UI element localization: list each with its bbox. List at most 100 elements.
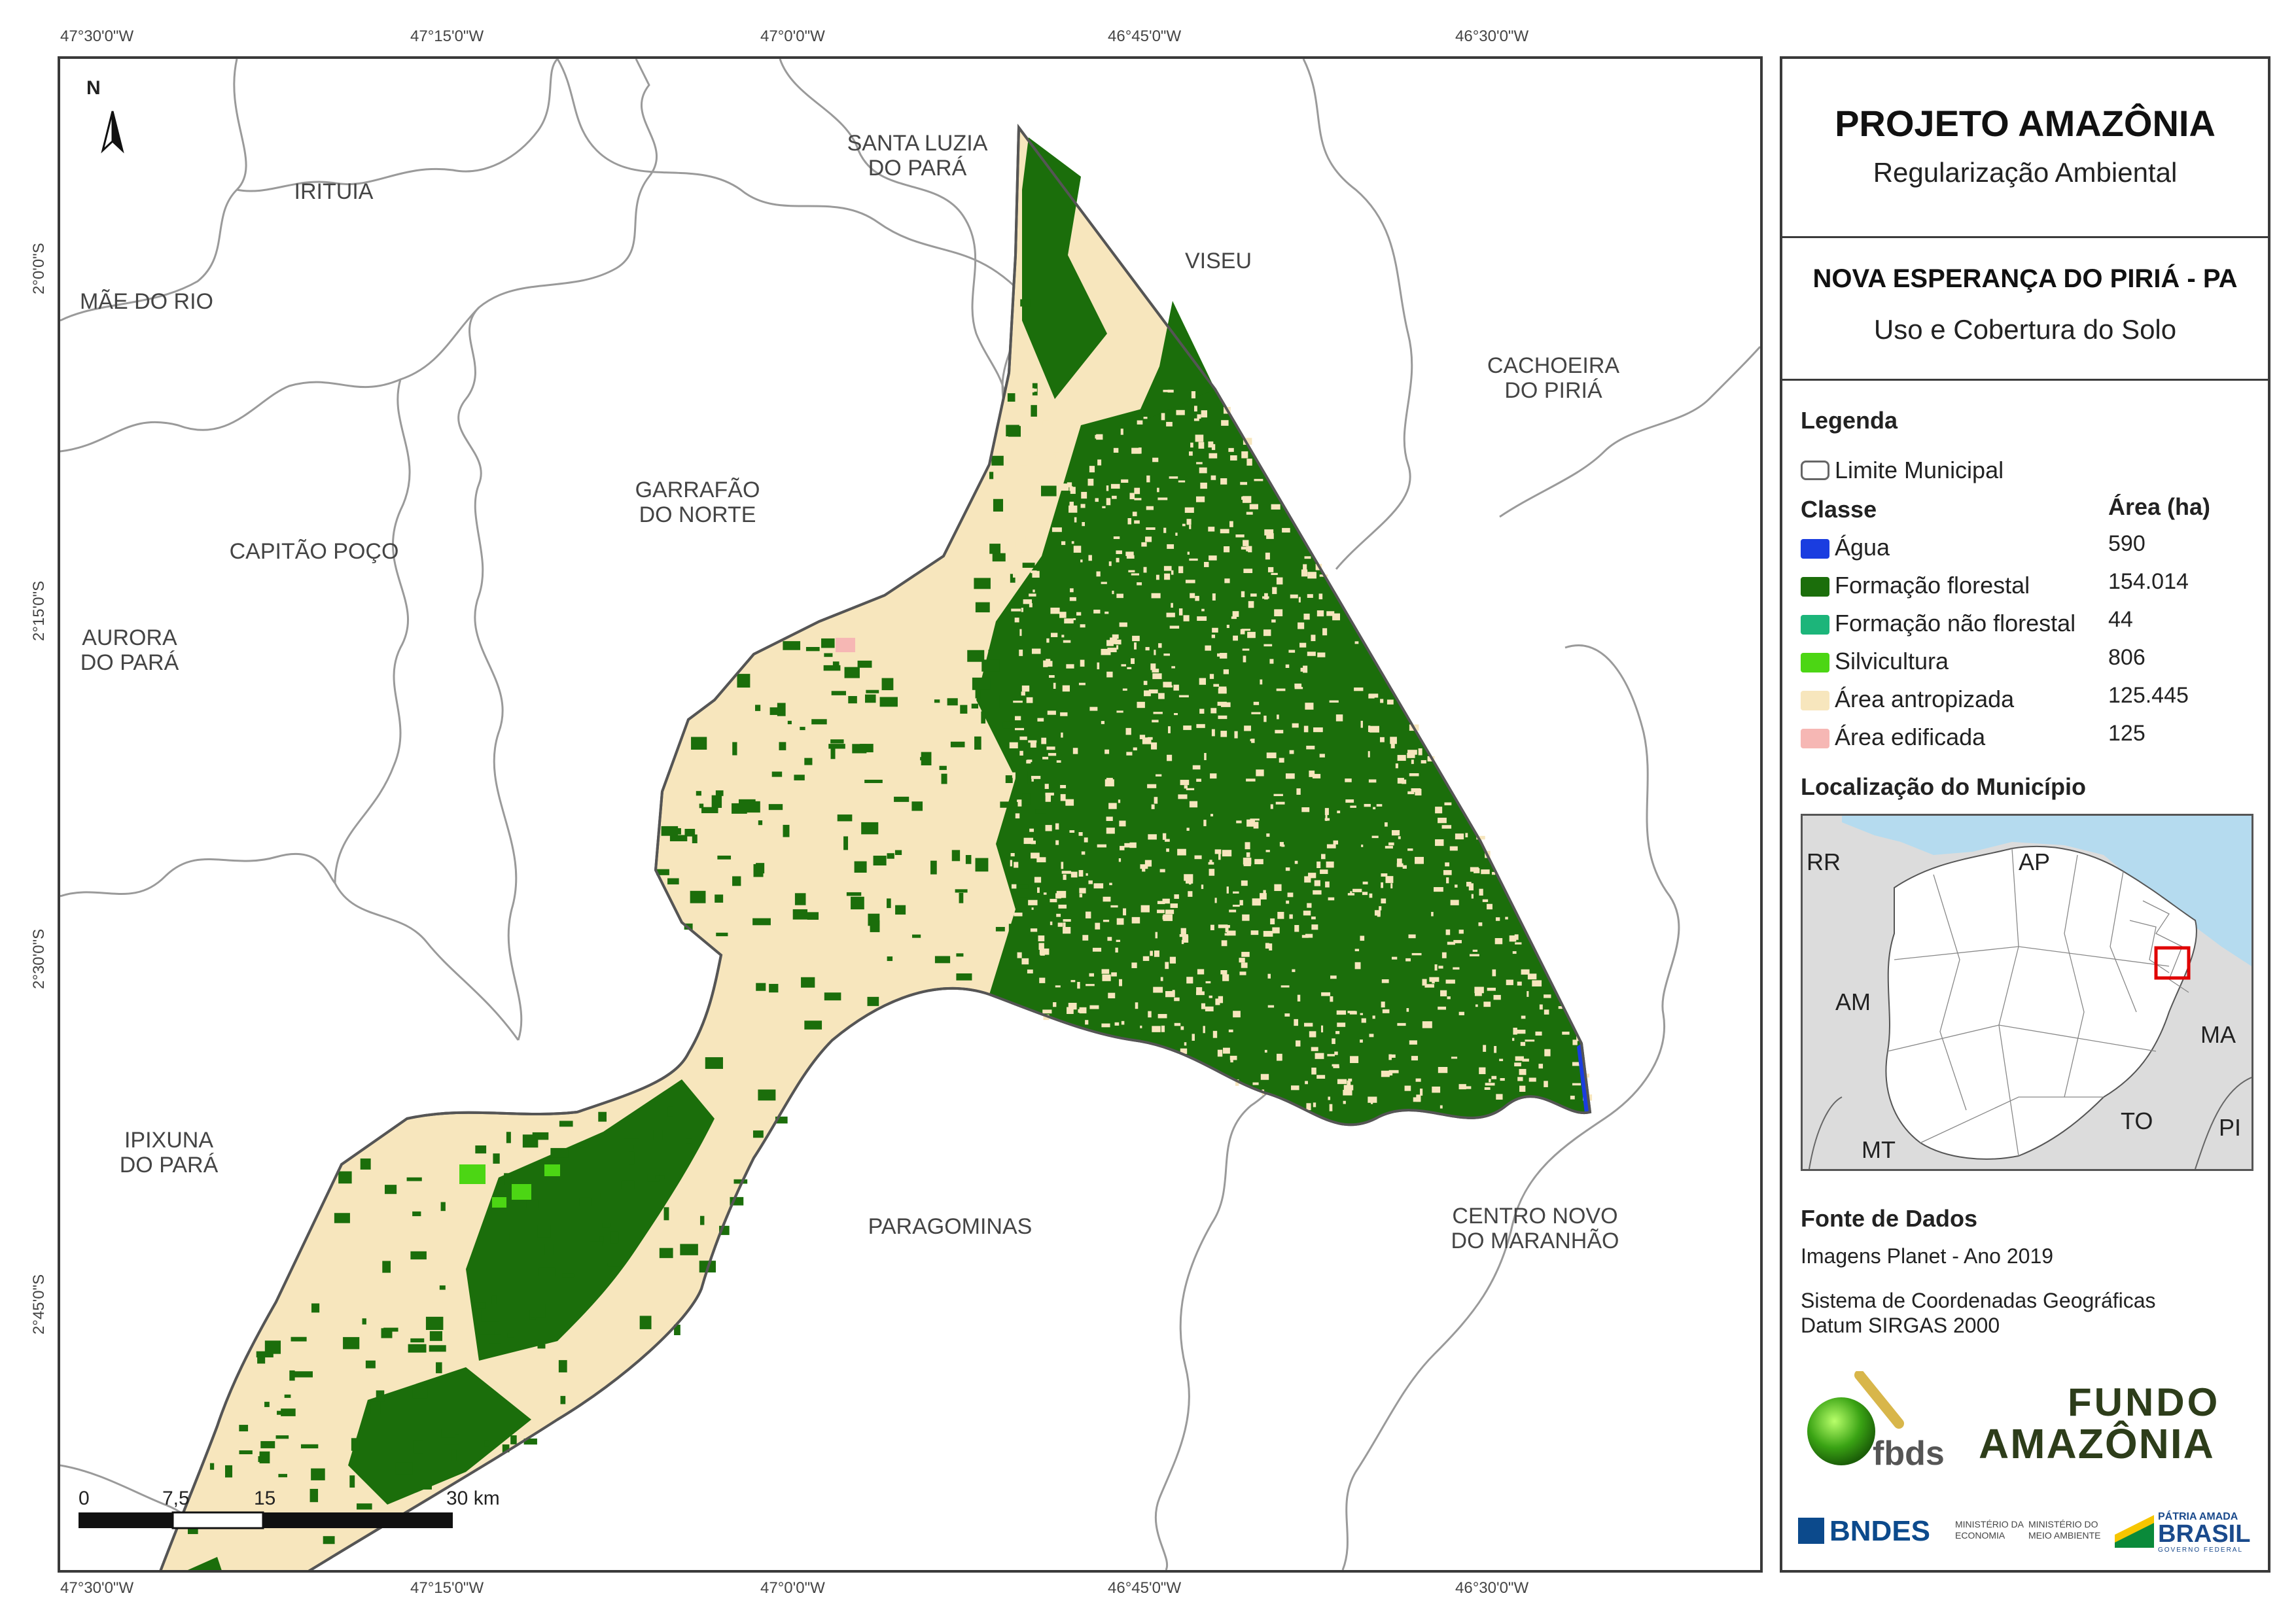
scale-bar xyxy=(79,1511,453,1529)
class-name: Formação florestal xyxy=(1835,572,2030,599)
municipality-name: NOVA ESPERANÇA DO PIRIÁ - PA xyxy=(1812,264,2238,293)
map-theme: Uso e Cobertura do Solo xyxy=(1873,314,2177,345)
class-swatch xyxy=(1801,729,1829,748)
brasil-text: BRASIL xyxy=(2158,1520,2251,1548)
place-label: IPIXUNA DO PARÁ xyxy=(119,1128,219,1178)
tick-top: 46°30'0"W xyxy=(1455,27,1529,45)
inset-label: RR xyxy=(1807,848,1841,875)
class-swatch xyxy=(1801,615,1829,635)
north-arrow-icon xyxy=(101,111,124,154)
class-area: 154.014 xyxy=(2108,569,2189,594)
place-label: AURORA DO PARÁ xyxy=(80,625,179,675)
amazonia-text: AMAZÔNIA xyxy=(1979,1420,2215,1467)
place-label: VISEU xyxy=(1184,249,1252,273)
class-swatch xyxy=(1801,691,1829,710)
forest-cover xyxy=(188,137,1590,1570)
legend-limit-label: Limite Municipal xyxy=(1835,457,2004,483)
tick-left: 2°15'0"S xyxy=(30,580,48,641)
inset-map xyxy=(1803,816,2252,1169)
class-area: 44 xyxy=(2108,607,2133,632)
location-title: Localização do Município xyxy=(1801,773,2087,800)
scale-label: 15 xyxy=(254,1488,276,1509)
tick-top: 47°30'0"W xyxy=(60,27,134,45)
class-swatch xyxy=(1801,653,1829,672)
class-area: 125 xyxy=(2108,721,2146,746)
class-name: Silvicultura xyxy=(1835,648,1949,674)
place-label: MÃE DO RIO xyxy=(79,289,214,314)
class-name: Área edificada xyxy=(1835,724,1986,750)
scale-label: 0 xyxy=(79,1488,90,1509)
class-name: Água xyxy=(1835,534,1890,561)
map-frame[interactable]: N IRITUIA SANTA LUZIA DO PARÁ VISEU MÃE … xyxy=(58,56,1763,1573)
map-canvas[interactable] xyxy=(60,59,1760,1570)
tick-bottom: 47°0'0"W xyxy=(760,1579,825,1597)
min-economia: MINISTÉRIO DA ECONOMIA xyxy=(1955,1519,2024,1541)
crs-line-2: Datum SIRGAS 2000 xyxy=(1801,1314,2000,1337)
place-label: CACHOEIRA DO PIRIÁ xyxy=(1487,353,1620,403)
min-meio-ambiente: MINISTÉRIO DO MEIO AMBIENTE xyxy=(2028,1519,2101,1541)
north-label: N xyxy=(86,77,101,99)
municipality-block: NOVA ESPERANÇA DO PIRIÁ - PA Uso e Cober… xyxy=(1782,238,2268,381)
class-area: 590 xyxy=(2108,531,2146,556)
inset-label: AP xyxy=(2019,848,2051,875)
tick-left: 2°30'0"S xyxy=(30,928,48,989)
tick-bottom: 46°30'0"W xyxy=(1455,1579,1529,1597)
inset-label: AM xyxy=(1835,988,1871,1015)
bndes-icon xyxy=(1798,1518,1824,1544)
silviculture-patches xyxy=(459,1164,560,1208)
source-text: Imagens Planet - Ano 2019 xyxy=(1801,1244,2054,1268)
limit-swatch xyxy=(1801,461,1829,480)
class-header: Classe xyxy=(1801,496,1877,523)
class-name: Área antropizada xyxy=(1835,686,2015,712)
tick-top: 47°0'0"W xyxy=(760,27,825,45)
place-label: IRITUIA xyxy=(294,179,374,204)
fbds-logo-icon xyxy=(1807,1370,1904,1465)
title-block: PROJETO AMAZÔNIA Regularização Ambiental xyxy=(1782,59,2268,238)
area-header: Área (ha) xyxy=(2108,493,2211,520)
inset-municipal-lines xyxy=(1887,848,2189,1157)
tick-top: 46°45'0"W xyxy=(1108,27,1182,45)
inset-label: PI xyxy=(2219,1114,2242,1141)
place-label: GARRAFÃO DO NORTE xyxy=(635,478,760,527)
location-inset[interactable]: RR AP AM MA TO MT PI xyxy=(1801,814,2253,1171)
governo-federal-text: GOVERNO FEDERAL xyxy=(2158,1546,2244,1554)
anthropized-patches xyxy=(1009,388,1593,1111)
legend-title: Legenda xyxy=(1801,407,1898,434)
inset-label: MT xyxy=(1862,1136,1896,1163)
sources-title: Fonte de Dados xyxy=(1801,1205,1978,1232)
fbds-text: fbds xyxy=(1873,1435,1945,1473)
class-area: 806 xyxy=(2108,645,2146,670)
class-swatch xyxy=(1801,539,1829,559)
place-label: CENTRO NOVO DO MARANHÃO xyxy=(1451,1204,1619,1253)
crs-line-1: Sistema de Coordenadas Geográficas xyxy=(1801,1289,2156,1312)
scale-label: 30 km xyxy=(446,1488,500,1509)
tick-bottom: 47°30'0"W xyxy=(60,1579,134,1597)
tick-bottom: 46°45'0"W xyxy=(1108,1579,1182,1597)
patria-amada-text: PÁTRIA AMADA xyxy=(2158,1511,2238,1522)
sponsor-logos: BNDES MINISTÉRIO DA ECONOMIA MINISTÉRIO D… xyxy=(1798,1511,2256,1557)
fbds-logo: fbds xyxy=(1801,1370,1958,1473)
inset-label: MA xyxy=(2200,1021,2236,1048)
tick-left: 2°0'0"S xyxy=(30,243,48,294)
fundo-text: FUNDO xyxy=(2068,1380,2221,1424)
class-swatch xyxy=(1801,577,1829,597)
bndes-text: BNDES xyxy=(1829,1515,1931,1547)
place-label: CAPITÃO POÇO xyxy=(229,539,399,564)
inset-highlight-box xyxy=(2154,946,2191,980)
inset-label: TO xyxy=(2121,1108,2153,1134)
brasil-flag-icon xyxy=(2115,1515,2154,1548)
para-state xyxy=(1885,845,2197,1160)
built-area-patch xyxy=(836,638,855,652)
fundo-amazonia-logo: FUNDO AMAZÔNIA xyxy=(1979,1380,2253,1467)
place-label: SANTA LUZIA DO PARÁ xyxy=(847,131,988,181)
tick-bottom: 47°15'0"W xyxy=(410,1579,484,1597)
scale-label: 7,5 xyxy=(162,1488,190,1509)
place-label: PARAGOMINAS xyxy=(868,1214,1033,1239)
class-area: 125.445 xyxy=(2108,683,2189,708)
tick-top: 47°15'0"W xyxy=(410,27,484,45)
forest-patches xyxy=(188,299,1057,1544)
side-panel: PROJETO AMAZÔNIA Regularização Ambiental… xyxy=(1780,56,2270,1573)
tick-left: 2°45'0"S xyxy=(30,1274,48,1335)
class-name: Formação não florestal xyxy=(1835,610,2076,637)
project-subtitle: Regularização Ambiental xyxy=(1873,157,2178,188)
